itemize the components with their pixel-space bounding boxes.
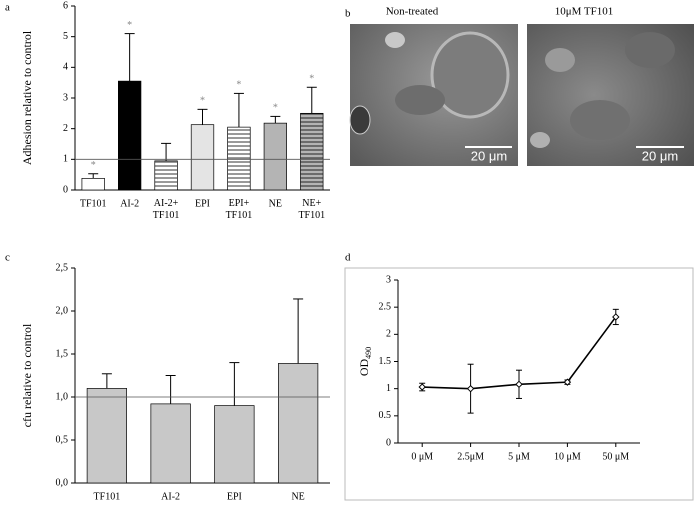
x-tick-label: EPI+ TF101	[226, 198, 253, 221]
x-tick-label: AI-2	[161, 491, 180, 502]
x-tick-label: 10 μM	[554, 451, 581, 462]
x-tick-label: NE+ TF101	[298, 198, 325, 221]
x-tick-label: TF101	[80, 198, 107, 209]
y-tick-label: 0	[386, 437, 391, 448]
x-tick-label: AI-2	[120, 198, 139, 209]
bar	[300, 112, 324, 191]
y-axis-label-text: cfu relative to control	[20, 323, 34, 427]
micrograph	[349, 24, 518, 166]
y-tick-label: 0,5	[56, 434, 69, 445]
y-tick-label: 0.5	[379, 410, 392, 421]
bar	[86, 388, 127, 484]
y-tick-label: 2.5	[379, 301, 392, 312]
micrograph-title: Non-treated	[386, 6, 439, 18]
panel-label: d	[345, 252, 351, 264]
panel-label: b	[345, 8, 351, 20]
panel-frame	[344, 267, 694, 501]
y-tick-label: 3	[63, 92, 68, 103]
y-tick-label: 0,0	[56, 477, 69, 488]
x-tick-label: EPI	[195, 198, 210, 209]
scale-label: 20 μm	[642, 148, 678, 163]
y-tick-label: 2,5	[56, 262, 69, 273]
y-tick-label: 2	[386, 329, 391, 340]
x-tick-label: 5 μM	[508, 451, 530, 462]
micrograph-title: 10μM TF101	[555, 6, 614, 18]
point	[418, 383, 426, 391]
y-axis-label-text: OD	[357, 359, 371, 377]
x-tick-label: TF101	[94, 491, 121, 502]
bar	[190, 124, 215, 191]
significance-mark: *	[200, 96, 205, 107]
y-tick-label: 6	[63, 0, 68, 11]
micrograph	[527, 24, 694, 166]
bar	[227, 126, 251, 191]
significance-mark: *	[127, 20, 132, 31]
significance-mark: *	[309, 74, 314, 85]
bar	[263, 122, 288, 191]
y-tick-label: 1	[386, 383, 391, 394]
y-tick-label: 4	[63, 62, 68, 73]
point	[515, 380, 523, 389]
x-tick-label: NE	[291, 491, 304, 502]
y-tick-label: 1,5	[56, 348, 69, 359]
y-tick-label: 5	[63, 31, 68, 42]
bar	[214, 405, 255, 484]
y-axis-label: Adhesion relative to control	[20, 30, 34, 165]
y-tick-label: 1.5	[379, 356, 392, 367]
bar	[154, 160, 178, 191]
x-tick-label: EPI	[227, 491, 242, 502]
bar	[81, 177, 105, 191]
y-axis-label: cfu relative to control	[20, 323, 34, 427]
y-axis-label-text: Adhesion relative to control	[20, 30, 34, 165]
y-tick-label: 0	[63, 184, 68, 195]
y-tick-label: 3	[386, 274, 391, 285]
y-tick-label: 2,0	[56, 305, 69, 316]
scale-label: 20 μm	[471, 148, 507, 163]
panel-label: c	[5, 252, 10, 264]
significance-mark: *	[91, 160, 96, 171]
significance-mark: *	[273, 103, 278, 114]
point	[466, 384, 475, 393]
y-tick-label: 2	[63, 123, 68, 134]
x-tick-label: NE	[269, 198, 282, 209]
bar	[150, 403, 191, 484]
point	[563, 378, 572, 386]
panel-label: a	[5, 2, 10, 14]
y-tick-label: 1,0	[56, 391, 69, 402]
x-tick-label: AI-2+ TF101	[153, 198, 180, 221]
y-tick-label: 1	[63, 154, 68, 165]
bar	[117, 80, 142, 191]
bar	[278, 363, 319, 484]
point	[612, 313, 620, 321]
x-tick-label: 50 μM	[602, 451, 629, 462]
y-axis-label: OD490	[357, 347, 373, 376]
y-axis-label-subscript: 490	[364, 347, 373, 359]
x-tick-label: 2.5μM	[457, 451, 484, 462]
significance-mark: *	[236, 80, 241, 91]
x-tick-label: 0 μM	[411, 451, 433, 462]
